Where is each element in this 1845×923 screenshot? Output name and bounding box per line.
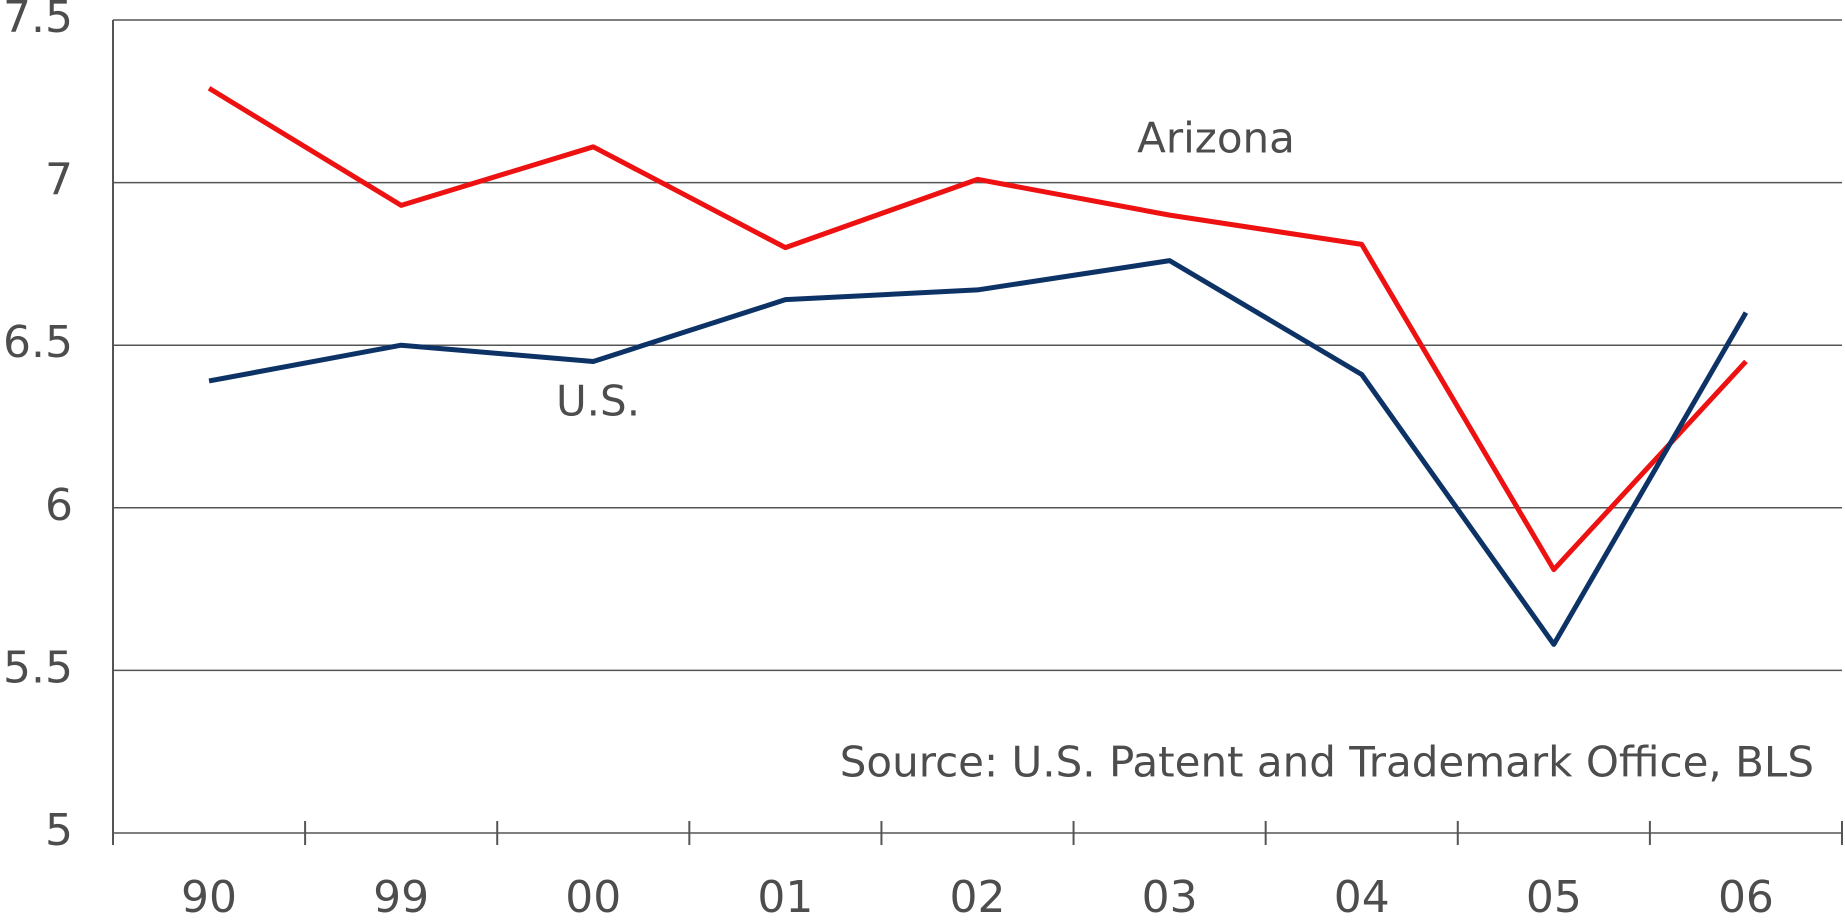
series-line [208,258,1749,647]
series-line [207,86,1748,573]
y-tick-label: 6 [45,480,73,531]
x-tick-label: 00 [565,872,621,923]
y-tick-label: 5.5 [3,642,73,693]
y-tick-label: 5 [45,805,73,856]
y-tick-label: 6.5 [3,317,73,368]
y-tick-label: 7.5 [3,0,73,43]
x-tick-label: 99 [373,872,429,923]
x-tick-label: 90 [181,872,237,923]
series-label: U.S. [556,377,640,426]
series-label: Arizona [1137,114,1295,163]
x-tick-label: 04 [1334,872,1390,923]
x-tick-label: 03 [1142,872,1198,923]
x-tick-label: 05 [1526,872,1582,923]
x-tick-label: 01 [757,872,813,923]
source-note: Source: U.S. Patent and Trademark Office… [840,738,1814,787]
x-tick-label: 02 [950,872,1006,923]
x-tick-label: 06 [1718,872,1774,923]
y-tick-label: 7 [45,155,73,206]
